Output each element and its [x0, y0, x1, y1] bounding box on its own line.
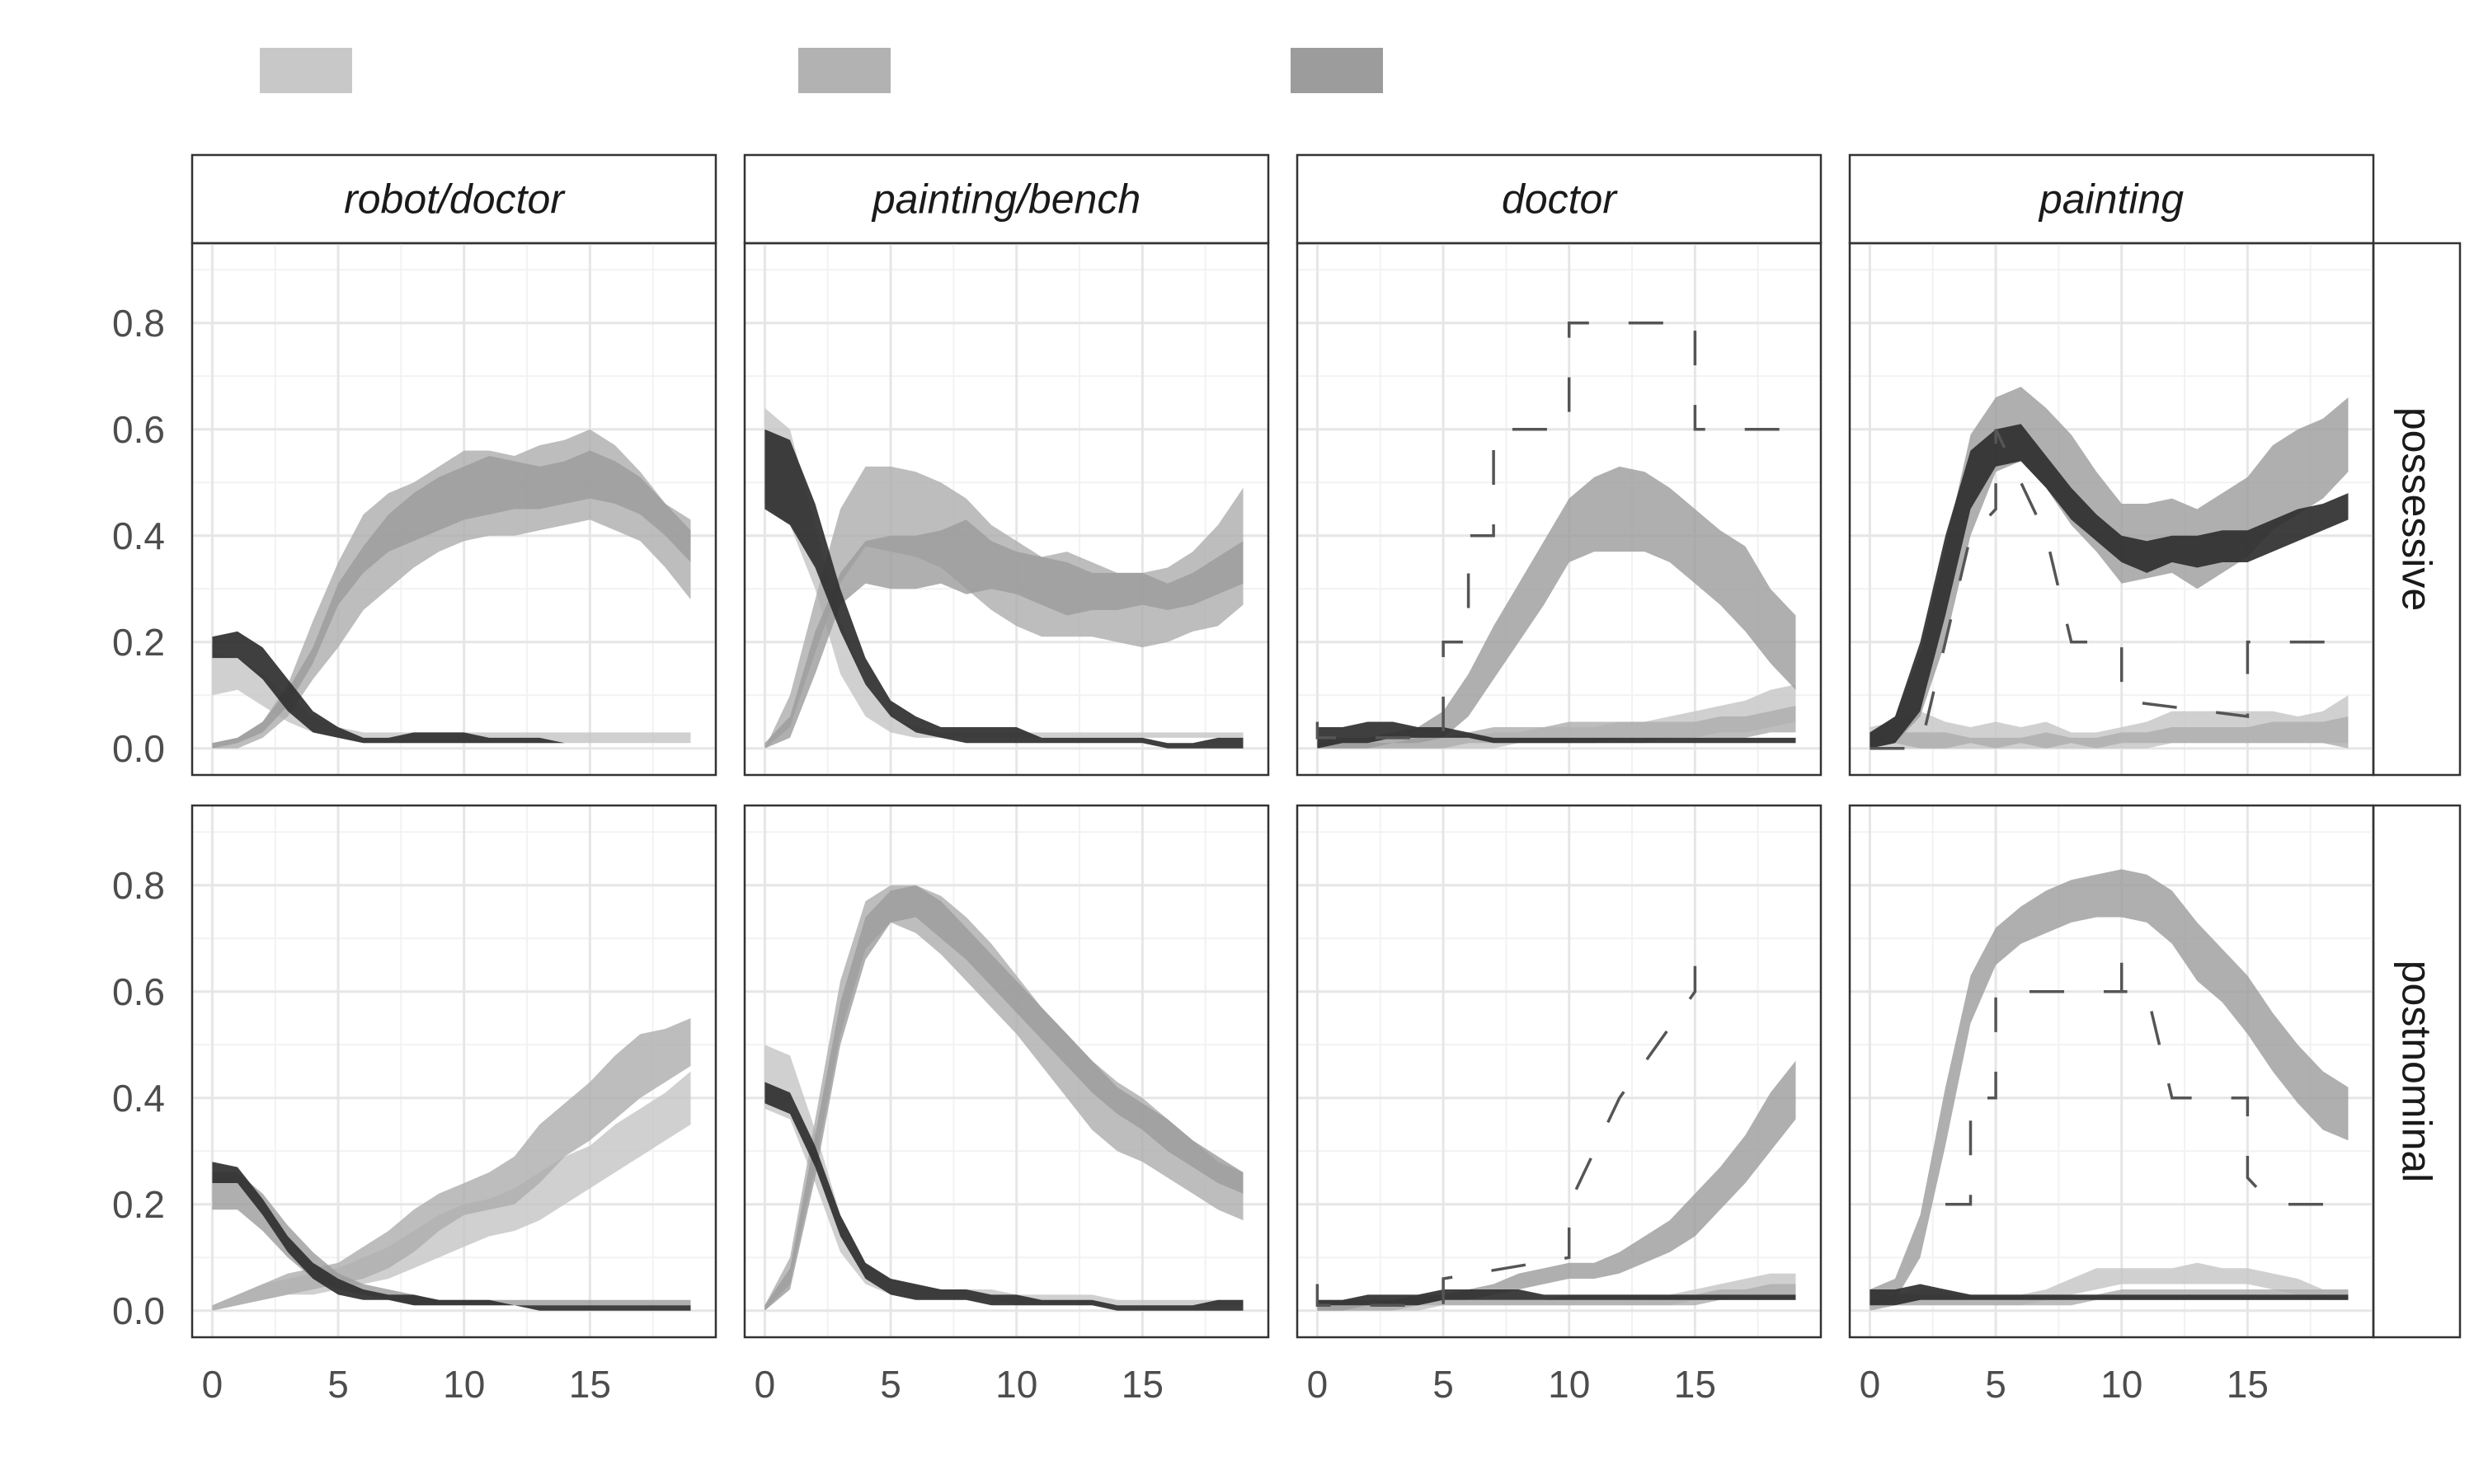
y-tick-label: 0.2	[112, 1183, 165, 1226]
x-tick-label: 15	[1674, 1363, 1716, 1406]
panel-border	[1296, 804, 1823, 1339]
x-tick-label: 15	[569, 1363, 611, 1406]
y-tick-label: 0.0	[112, 727, 165, 770]
x-tick-label: 10	[443, 1363, 485, 1406]
panel-possessive-doctor	[1296, 242, 1823, 777]
y-tick-label: 0.6	[112, 408, 165, 451]
x-tick-label: 15	[2227, 1363, 2269, 1406]
ribbon-series-3	[212, 1172, 691, 1306]
legend-key-2	[798, 48, 891, 93]
y-tick-label: 0.8	[112, 864, 165, 907]
x-tick-label: 0	[1860, 1363, 1881, 1406]
panel-border	[743, 242, 1270, 777]
panel-border	[743, 804, 1270, 1339]
x-tick-label: 0	[1307, 1363, 1329, 1406]
y-tick-label: 0.8	[112, 302, 165, 345]
row-strip-1	[2372, 242, 2462, 777]
ribbon-series-4	[1317, 721, 1796, 749]
dashed-reference-line	[1315, 949, 1697, 1308]
column-strip-2	[743, 153, 1270, 245]
ribbon-series-4	[764, 1082, 1244, 1311]
ribbon-series-3	[212, 450, 691, 749]
panel-possessive-painting	[1848, 242, 2375, 777]
y-tick-label: 0.6	[112, 970, 165, 1013]
column-strip-4	[1848, 153, 2375, 245]
column-strip-label: painting	[2038, 176, 2184, 223]
panel-border	[1296, 242, 1823, 777]
x-tick-label: 5	[880, 1363, 901, 1406]
column-strip-label: painting/bench	[871, 176, 1141, 223]
ribbon-series-4	[212, 631, 691, 744]
panel-postnominal-painting	[1848, 804, 2375, 1339]
ribbon-series-4	[1870, 1284, 2349, 1306]
panel-border	[1848, 804, 2375, 1339]
panel-border	[190, 242, 717, 777]
x-tick-label: 0	[202, 1363, 223, 1406]
column-strip-1	[190, 153, 717, 245]
x-tick-label: 5	[1985, 1363, 2006, 1406]
ribbon-series-3	[764, 885, 1244, 1311]
legend-key-3	[1291, 48, 1383, 93]
ribbon-series-4	[1317, 1289, 1796, 1306]
y-tick-label: 0.0	[112, 1289, 165, 1332]
ribbon-series-2	[1317, 706, 1796, 749]
dashed-reference-line	[1870, 429, 2349, 750]
panel-postnominal-painting-bench	[743, 804, 1270, 1339]
x-tick-label: 10	[2100, 1363, 2142, 1406]
x-tick-label: 15	[1122, 1363, 1164, 1406]
legend-key-1	[260, 48, 352, 93]
row-strip-label: postnominal	[2394, 960, 2440, 1183]
panel-postnominal-robot-doctor	[190, 804, 717, 1339]
panel-border	[190, 804, 717, 1339]
dashed-reference-line	[1315, 321, 1796, 740]
ribbon-series-2	[764, 466, 1244, 749]
ribbon-series-3	[1317, 466, 1796, 749]
row-strip-2	[2372, 804, 2462, 1339]
ribbon-series-3	[1870, 869, 2349, 1306]
ribbon-series-2	[1870, 716, 2349, 749]
x-tick-label: 0	[755, 1363, 776, 1406]
x-tick-label: 10	[995, 1363, 1037, 1406]
ribbon-series-1	[212, 652, 691, 744]
panel-possessive-painting-bench	[743, 242, 1270, 777]
y-tick-label: 0.2	[112, 621, 165, 664]
row-strip-label: possessive	[2394, 407, 2440, 611]
column-strip-label: doctor	[1502, 176, 1618, 223]
x-tick-label: 5	[1432, 1363, 1454, 1406]
panel-border	[1848, 242, 2375, 777]
panel-possessive-robot-doctor	[190, 242, 717, 777]
column-strip-3	[1296, 153, 1823, 245]
y-tick-label: 0.4	[112, 514, 165, 557]
ribbon-series-2	[212, 1018, 691, 1311]
panel-postnominal-doctor	[1296, 804, 1823, 1339]
ribbon-series-3	[764, 519, 1244, 749]
x-tick-label: 5	[327, 1363, 349, 1406]
column-strip-label: robot/doctor	[344, 176, 566, 223]
ribbon-series-2	[212, 429, 691, 749]
y-tick-label: 0.4	[112, 1077, 165, 1120]
x-tick-label: 10	[1548, 1363, 1590, 1406]
